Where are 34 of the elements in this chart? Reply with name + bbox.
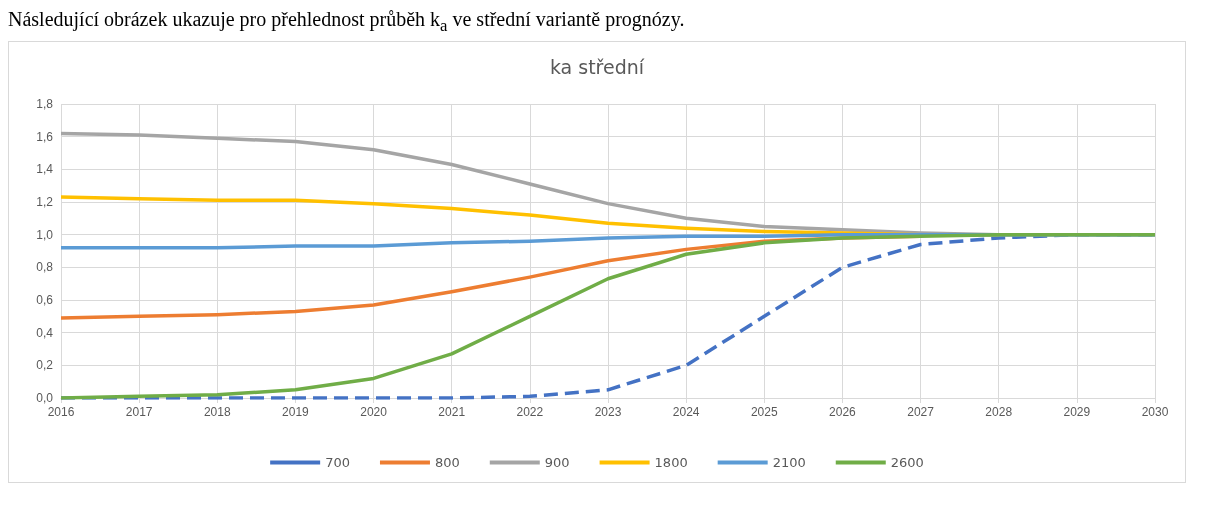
x-tick-label: 2030 [1141,405,1169,419]
y-tick-label: 0,2 [36,358,54,373]
y-tick-label: 1,6 [36,129,54,144]
text: Následující obrázek ukazuje pro přehlednost průběh k$_{a}$ ve střední variantě prognózy. [8,8,686,37]
x-tick-label: 2019 [282,405,310,419]
x-tick-label: 2016 [47,405,75,419]
legend-label: 1800 [654,455,688,470]
legend-label: 800 [434,455,460,470]
y-tick-label: 1,8 [36,97,54,111]
y-tick-label: 1,0 [36,227,54,242]
y-tick-label: 0,4 [36,325,54,340]
chart-title: ka střední [549,55,645,78]
y-tick-label: 1,2 [36,195,54,209]
x-tick-label: 2017 [125,405,153,419]
legend-label: 700 [325,455,350,470]
x-tick-label: 2029 [1063,405,1091,419]
y-tick-label: 0,0 [36,391,54,405]
x-tick-label: 2024 [672,405,700,419]
x-tick-label: 2022 [516,405,544,419]
legend-label: 2600 [890,455,924,470]
x-tick-label: 2028 [985,405,1013,419]
x-tick-label: 2027 [907,405,935,419]
y-tick-label: 0,6 [36,293,54,307]
x-tick-label: 2025 [750,405,778,419]
x-tick-label: 2026 [829,405,857,419]
y-tick-label: 0,8 [36,260,54,275]
y-tick-label: 1,4 [36,162,54,177]
line-series [59,232,1157,400]
x-tick-label: 2018 [203,405,231,419]
x-tick-label: 2023 [594,405,622,419]
x-tick-label: 2020 [360,405,388,419]
legend-label: 900 [544,455,570,470]
x-tick-label: 2021 [438,405,466,419]
legend-label: 2100 [772,455,806,470]
